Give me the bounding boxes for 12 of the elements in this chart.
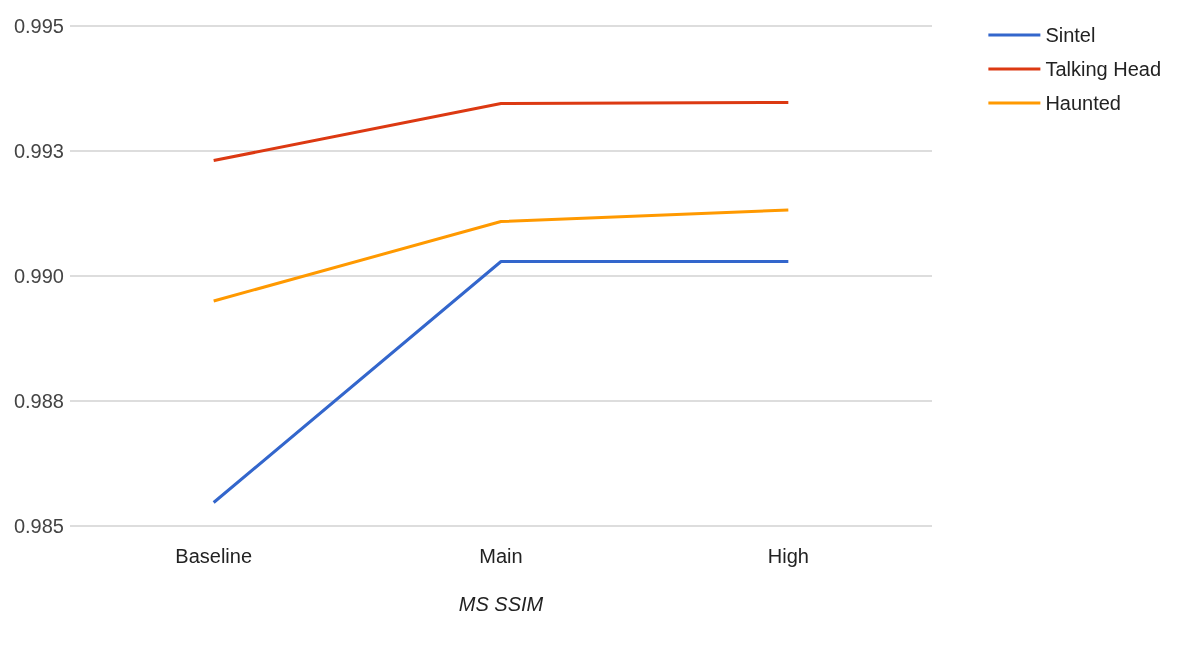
- x-tick-label: Main: [479, 545, 523, 567]
- y-tick-label: 0.985: [13, 515, 64, 537]
- x-tick-label: High: [767, 545, 809, 567]
- legend-label: Sintel: [1045, 24, 1096, 46]
- y-tick-label: 0.990: [13, 265, 64, 287]
- y-tick-label: 0.995: [13, 15, 64, 37]
- y-tick-label: 0.988: [13, 390, 64, 412]
- x-axis-title: MS SSIM: [458, 593, 544, 615]
- x-tick-label: Baseline: [175, 545, 253, 567]
- legend-label: Haunted: [1045, 92, 1121, 114]
- legend-label: Talking Head: [1045, 58, 1161, 80]
- y-tick-label: 0.993: [13, 140, 64, 162]
